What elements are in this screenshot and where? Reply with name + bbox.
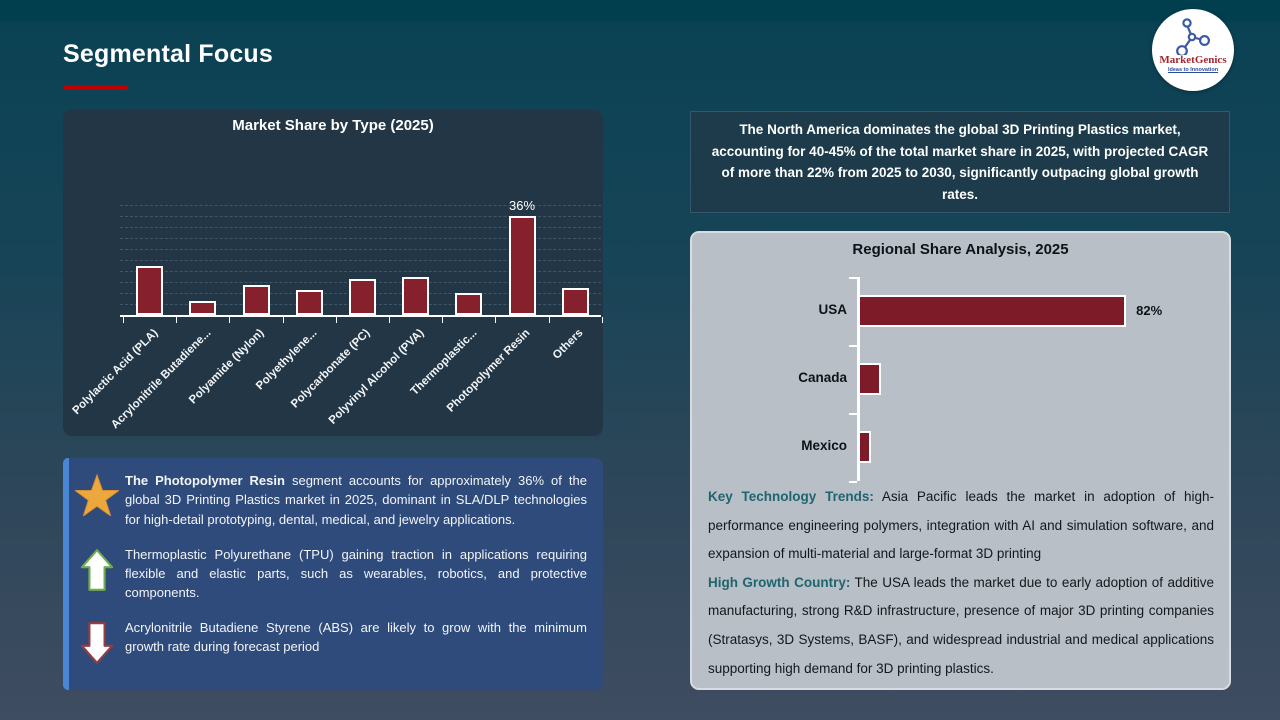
x-axis-tick bbox=[601, 317, 603, 323]
page-title: Segmental Focus bbox=[63, 40, 273, 68]
hbar bbox=[858, 431, 872, 463]
insight-item-photopolymer: The Photopolymer Resin segment accounts … bbox=[69, 471, 587, 529]
y-axis-tick bbox=[849, 481, 857, 483]
down-arrow-icon bbox=[69, 618, 125, 666]
molecule-icon bbox=[1176, 18, 1210, 55]
hbar bbox=[858, 295, 1127, 327]
x-axis-tick bbox=[442, 317, 444, 323]
vbar bbox=[242, 284, 270, 315]
star-icon bbox=[69, 471, 125, 516]
regional-share-plot: USA 82% Canada Mexico bbox=[692, 233, 1229, 493]
hbar bbox=[858, 363, 881, 395]
up-arrow-icon bbox=[69, 545, 125, 593]
key-technology-trends-text: Asia Pacific leads the market in adoptio… bbox=[708, 489, 1215, 562]
high-growth-country-label: High Growth Country: bbox=[708, 574, 851, 590]
gridline bbox=[120, 216, 601, 218]
gridline bbox=[120, 260, 601, 262]
logo-brand-text: MarketGenics bbox=[1159, 54, 1227, 66]
y-axis-tick bbox=[849, 413, 857, 415]
market-share-chart-title: Market Share by Type (2025) bbox=[232, 117, 434, 134]
insight-text-tpu: Thermoplastic Polyurethane (TPU) gaining… bbox=[125, 546, 587, 601]
x-axis-tick bbox=[389, 317, 390, 323]
insight-lead-photopolymer: The Photopolymer Resin bbox=[125, 473, 285, 488]
vbar bbox=[561, 287, 589, 315]
x-axis-tick bbox=[176, 317, 178, 323]
insight-text-abs: Acrylonitrile Butadiene Styrene (ABS) ar… bbox=[125, 619, 587, 655]
north-america-highlight-text: The North America dominates the global 3… bbox=[711, 122, 1209, 202]
vbar bbox=[402, 276, 430, 315]
gridline bbox=[120, 205, 601, 207]
market-share-plot: Polylactic Acid (PLA) Acrylonitrile Butad… bbox=[63, 110, 603, 436]
vbar bbox=[455, 293, 483, 315]
x-tick-label: Polylactic Acid (PLA) bbox=[70, 327, 161, 417]
region-label: Mexico bbox=[801, 438, 847, 453]
insight-box: The Photopolymer Resin segment accounts … bbox=[63, 458, 603, 690]
logo-tagline: Ideas to Innovation bbox=[1167, 67, 1219, 73]
x-tick-label: Others bbox=[550, 327, 586, 362]
vbar-data-label: 36% bbox=[508, 198, 536, 214]
key-technology-trends-label: Key Technology Trends: bbox=[708, 489, 874, 504]
x-tick-label: Polycarbonate (PC) bbox=[289, 327, 373, 411]
x-tick-label: Thermoplastic... bbox=[408, 327, 480, 398]
y-axis-tick bbox=[849, 277, 857, 279]
x-axis-tick bbox=[123, 317, 124, 323]
insight-text-photopolymer: The Photopolymer Resin segment accounts … bbox=[125, 473, 587, 527]
vbar bbox=[136, 265, 164, 315]
market-share-chart-panel: Market Share by Type (2025) Polylactic A… bbox=[63, 110, 603, 436]
company-logo: MarketGenics Ideas to Innovation bbox=[1152, 9, 1234, 91]
x-axis-tick bbox=[229, 317, 231, 323]
x-axis-tick bbox=[548, 317, 550, 323]
regional-analysis-text: Key Technology Trends: Asia Pacific lead… bbox=[708, 483, 1214, 683]
gridline bbox=[120, 238, 601, 240]
x-axis-tick bbox=[495, 317, 497, 323]
x-axis-tick bbox=[282, 317, 284, 323]
vbar bbox=[348, 279, 376, 315]
x-axis-tick bbox=[335, 317, 337, 323]
insight-item-abs: Acrylonitrile Butadiene Styrene (ABS) ar… bbox=[69, 618, 587, 666]
gridline bbox=[120, 227, 601, 229]
gridline bbox=[120, 271, 601, 273]
gridline bbox=[120, 249, 601, 251]
north-america-highlight-box: The North America dominates the global 3… bbox=[690, 111, 1230, 213]
x-tick-label: Acrylonitrile Butadiene... bbox=[109, 327, 214, 432]
title-underline bbox=[64, 85, 127, 90]
x-tick-label: Polyvinyl Alcohol (PVA) bbox=[326, 327, 427, 427]
vbar bbox=[295, 290, 323, 315]
x-axis-line bbox=[120, 315, 601, 317]
insight-item-tpu: Thermoplastic Polyurethane (TPU) gaining… bbox=[69, 545, 587, 603]
y-axis-tick bbox=[849, 345, 857, 347]
vbar bbox=[508, 216, 536, 315]
high-growth-country-text: The USA leads the market due to early ad… bbox=[708, 574, 1214, 676]
region-label: USA bbox=[818, 302, 847, 317]
vbar bbox=[189, 301, 217, 315]
hbar-data-label: 82% bbox=[1136, 303, 1163, 318]
region-label: Canada bbox=[798, 370, 847, 385]
regional-chart-title: Regional Share Analysis, 2025 bbox=[852, 241, 1069, 258]
regional-analysis-panel: Regional Share Analysis, 2025 USA 82% Cana… bbox=[690, 231, 1231, 690]
